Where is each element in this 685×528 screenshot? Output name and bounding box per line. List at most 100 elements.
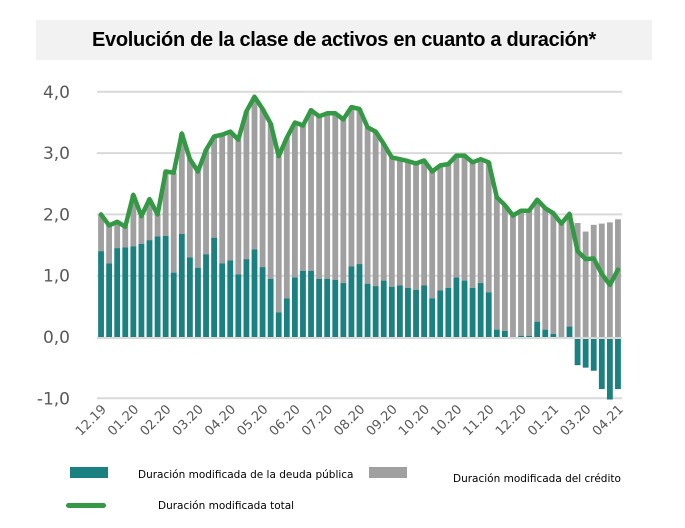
bar-deuda-publica: [469, 287, 476, 337]
bar-deuda-publica: [146, 240, 153, 337]
y-tick-label: 4,0: [43, 83, 70, 103]
bar-credito: [324, 113, 331, 279]
bar-credito: [178, 133, 185, 235]
bar-deuda-publica: [178, 234, 185, 337]
bar-credito: [477, 159, 484, 284]
bar-credito: [501, 205, 508, 331]
bar-credito: [534, 199, 541, 322]
x-tick-label: 03.20: [558, 402, 595, 439]
bar-credito: [429, 171, 436, 299]
bar-credito: [582, 231, 589, 337]
bar-deuda-publica: [154, 236, 161, 337]
bar-credito: [130, 194, 137, 247]
bar-deuda-publica: [308, 270, 314, 337]
x-tick-label: 10.20: [428, 402, 465, 439]
bar-deuda-publica: [598, 337, 605, 390]
bar-credito: [114, 221, 121, 249]
bar-credito: [170, 172, 177, 273]
bar-credito: [413, 163, 419, 290]
bar-deuda-publica: [485, 292, 492, 337]
bar-credito: [405, 161, 411, 288]
bar-deuda-publica: [291, 277, 298, 337]
x-tick-label: 04.21: [590, 402, 627, 439]
bar-credito: [510, 215, 516, 337]
bar-deuda-publica: [518, 335, 524, 337]
bar-deuda-publica: [162, 235, 169, 337]
bar-deuda-publica: [615, 337, 621, 390]
bar-deuda-publica: [98, 251, 104, 337]
bar-deuda-publica: [364, 283, 371, 337]
x-tick-label: 08.20: [331, 402, 368, 439]
bar-credito: [493, 197, 500, 330]
bar-credito: [308, 110, 314, 271]
bar-deuda-publica: [477, 283, 484, 337]
bar-deuda-publica: [566, 326, 573, 337]
line-duracion-total: [98, 94, 621, 288]
bar-deuda-publica: [267, 278, 274, 337]
bar-credito: [550, 213, 557, 334]
bar-credito: [227, 131, 234, 261]
bar-credito: [485, 162, 492, 293]
bar-credito: [469, 162, 476, 288]
bar-credito: [461, 155, 468, 281]
bar-credito: [372, 131, 379, 287]
legend-swatch-total: [66, 503, 106, 508]
bar-credito: [154, 214, 161, 237]
bar-credito: [445, 164, 452, 288]
x-tick-label: 02.20: [138, 402, 175, 439]
bar-credito: [348, 107, 355, 267]
bar-deuda-publica: [259, 267, 266, 337]
chart-title: Evolución de la clase de activos en cuan…: [92, 28, 596, 51]
bar-deuda-publica: [550, 333, 557, 337]
bar-deuda-publica: [106, 263, 113, 337]
bar-credito: [542, 208, 549, 330]
total-line-group: [98, 94, 621, 288]
bar-credito: [243, 111, 250, 260]
bar-credito: [235, 139, 242, 275]
bar-deuda-publica: [574, 337, 581, 366]
bar-deuda-publica: [138, 243, 145, 337]
bar-deuda-publica: [493, 329, 500, 337]
bar-credito: [437, 165, 444, 291]
bar-credito: [421, 160, 428, 286]
bar-credito: [219, 134, 226, 264]
bar-credito: [138, 216, 145, 244]
x-tick-label: 01.21: [525, 402, 562, 439]
bar-deuda-publica: [453, 277, 460, 337]
bar-credito: [162, 171, 169, 236]
x-tick-label: 12.20: [493, 402, 530, 439]
bar-deuda-publica: [445, 287, 452, 337]
bar-deuda-publica: [283, 298, 290, 337]
bar-deuda-publica: [542, 329, 549, 337]
bar-deuda-publica: [340, 283, 347, 337]
bar-credito: [396, 159, 403, 286]
bar-deuda-publica: [396, 285, 403, 337]
y-tick-label: -1,0: [37, 389, 70, 409]
bar-credito: [98, 214, 104, 252]
bar-credito: [364, 127, 371, 284]
bar-deuda-publica: [227, 260, 234, 337]
legend-swatch-deuda-publica: [70, 467, 108, 478]
bar-deuda-publica: [235, 274, 242, 337]
bar-deuda-publica: [324, 278, 331, 337]
bar-deuda-publica: [243, 259, 250, 337]
x-tick-label: 03.20: [170, 402, 207, 439]
bar-credito: [526, 210, 533, 336]
bar-credito: [574, 222, 581, 337]
y-tick-label: 1,0: [43, 267, 70, 287]
bar-deuda-publica: [114, 248, 121, 337]
bar-credito: [340, 119, 347, 284]
bar-credito: [566, 213, 573, 327]
bar-credito: [590, 224, 597, 337]
x-tick-label: 07.20: [299, 402, 336, 439]
bar-deuda-publica: [219, 263, 226, 337]
bar-credito: [453, 155, 460, 278]
x-tick-label: 05.20: [234, 402, 271, 439]
x-tick-label: 01.20: [105, 402, 142, 439]
legend-swatch-credito: [369, 467, 407, 478]
bar-deuda-publica: [413, 289, 419, 337]
bar-deuda-publica: [251, 249, 258, 337]
bar-deuda-publica: [429, 298, 436, 337]
bar-credito: [606, 222, 613, 337]
y-tick-label: 2,0: [43, 205, 70, 225]
